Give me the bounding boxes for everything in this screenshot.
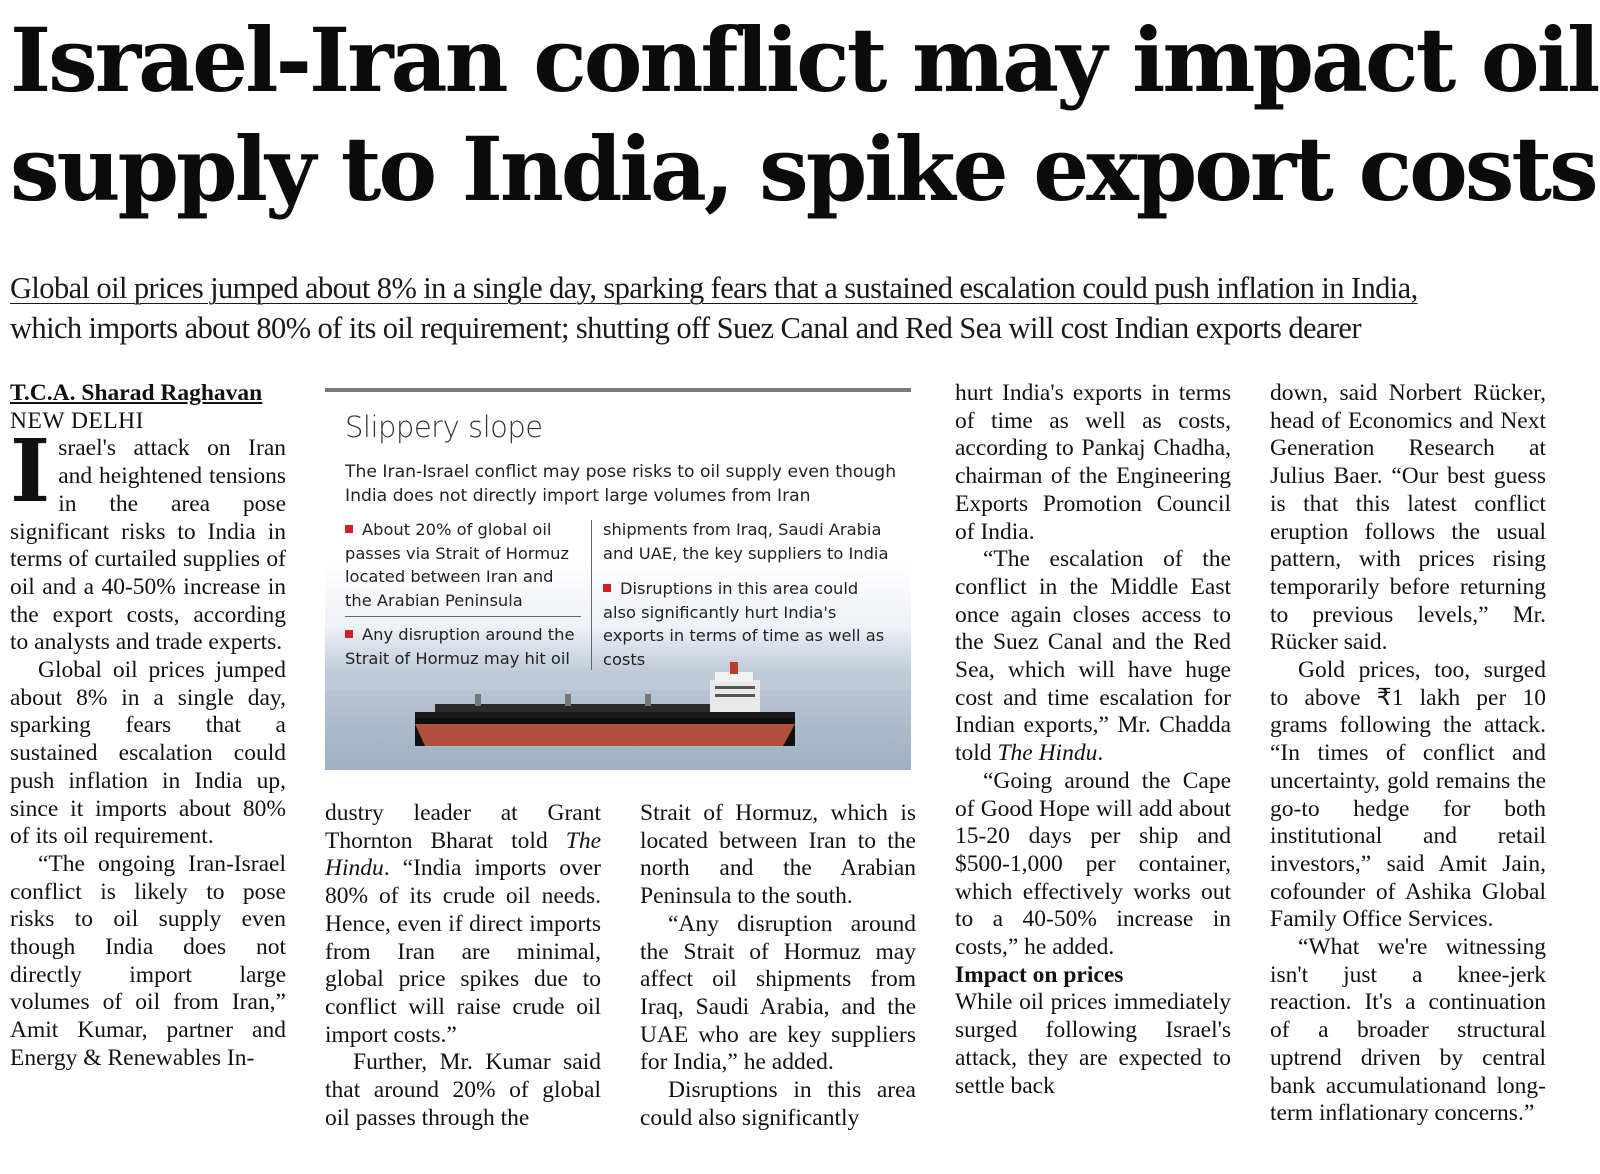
standfirst-line-2: which imports about 80% of its oil requi… (10, 311, 1362, 345)
infobox-divider (345, 616, 581, 617)
infobox-bullet: About 20% of global oil passes via Strai… (345, 518, 581, 612)
paragraph: “Any disruption around the Strait of Hor… (640, 910, 916, 1076)
infobox-bullet-continued: shipments from Iraq, Saudi Arabia and UA… (603, 520, 889, 563)
byline-dateline: NEW DELHI (10, 407, 144, 434)
article-column-5: down, said Norbert Rücker, head of Econo… (1270, 380, 1546, 1128)
infobox-right-column: shipments from Iraq, Saudi Arabia and UA… (603, 518, 893, 671)
subheading: Impact on prices (955, 961, 1124, 988)
paragraph: “Going around the Cape of Good Hope will… (955, 767, 1231, 961)
standfirst: Global oil prices jumped about 8% in a s… (10, 268, 1590, 348)
infobox-title: Slippery slope (345, 410, 543, 444)
paragraph: Disruptions in this area could also sign… (640, 1077, 916, 1131)
headline-line-2: supply to India, spike export costs (10, 117, 1599, 221)
paragraph-text: . (1097, 740, 1104, 767)
paragraph: While oil prices immediately surged foll… (955, 989, 1231, 1099)
infobox-vertical-divider (591, 520, 592, 670)
paragraph: Further, Mr. Kumar said that around 20% … (325, 1049, 601, 1131)
paragraph: dustry leader at Grant Thornton Bharat t… (325, 800, 601, 1049)
headline-line-1: Israel-Iran conflict may impact oil (10, 8, 1600, 112)
byline-author: T.C.A. Sharad Raghavan (10, 380, 263, 406)
article-column-2: dustry leader at Grant Thornton Bharat t… (325, 800, 601, 1132)
article-column-3: Strait of Hormuz, which is located betwe… (640, 800, 916, 1132)
paragraph: “What we're witnessing isn't just a knee… (1270, 934, 1546, 1127)
standfirst-line-1: Global oil prices jumped about 8% in a s… (10, 271, 1418, 305)
drop-cap: I (10, 421, 51, 523)
paragraph-text: “The escalation of the conflict in the M… (955, 546, 1231, 767)
paragraph: Global oil prices jumped about 8% in a s… (10, 657, 286, 850)
infobox-bullet: Disruptions in this area could also sign… (603, 577, 893, 671)
article-column-4: hurt India's exports in terms of time as… (955, 380, 1231, 1100)
paragraph: Gold prices, too, surged to above ₹1 lak… (1270, 657, 1546, 933)
paragraph-text: dustry leader at Grant Thornton Bharat t… (325, 800, 601, 854)
paragraph: down, said Norbert Rücker, head of Econo… (1270, 380, 1546, 656)
paragraph: hurt India's exports in terms of time as… (955, 380, 1231, 545)
paragraph-text: . “India imports over 80% of its crude o… (325, 855, 601, 1048)
headline: Israel-Iran conflict may impact oil supp… (10, 6, 1600, 224)
publication-name: The Hindu (325, 827, 601, 882)
paragraph: “The escalation of the conflict in the M… (955, 546, 1231, 768)
paragraph: Strait of Hormuz, which is located betwe… (640, 800, 916, 910)
infobox-bullet: Any disruption around the Strait of Horm… (345, 623, 581, 670)
paragraph-text: srael's attack on Iran and heightened te… (10, 435, 286, 656)
infobox-slippery-slope: Slippery slope The Iran-Israel conflict … (325, 388, 911, 770)
publication-name: The Hindu (997, 740, 1098, 767)
infobox-left-column: About 20% of global oil passes via Strai… (345, 518, 581, 670)
oil-tanker-photo (415, 662, 795, 746)
paragraph: “The ongoing Iran-Israel conflict is lik… (10, 850, 286, 1071)
infobox-subtitle: The Iran-Israel conflict may pose risks … (345, 462, 897, 506)
